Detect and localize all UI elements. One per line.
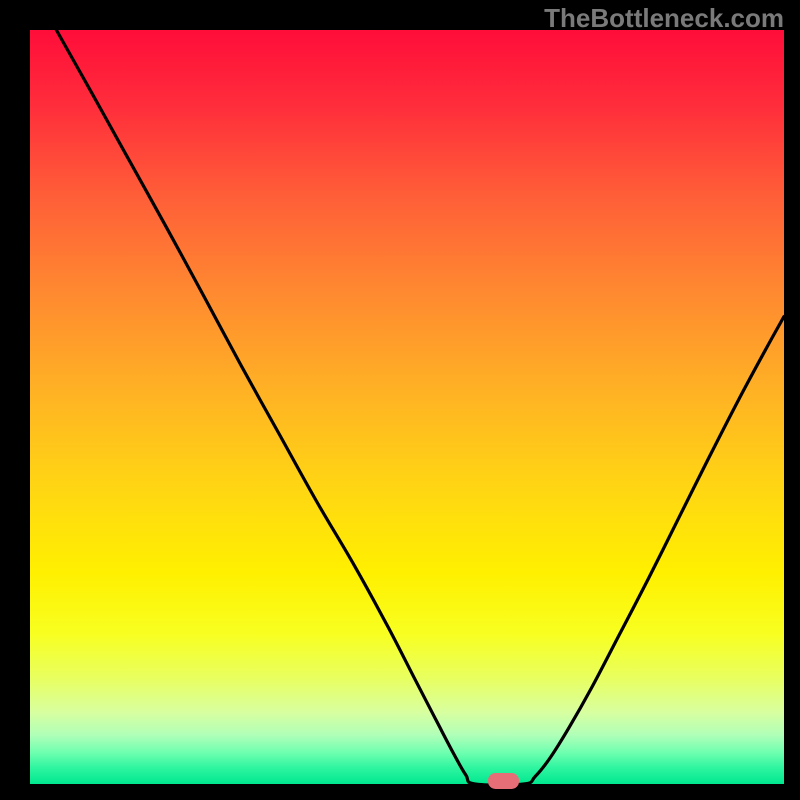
bottleneck-chart <box>0 0 800 800</box>
watermark-text: TheBottleneck.com <box>544 3 784 34</box>
optimum-marker <box>489 773 519 788</box>
plot-area <box>30 30 784 784</box>
chart-container: TheBottleneck.com <box>0 0 800 800</box>
